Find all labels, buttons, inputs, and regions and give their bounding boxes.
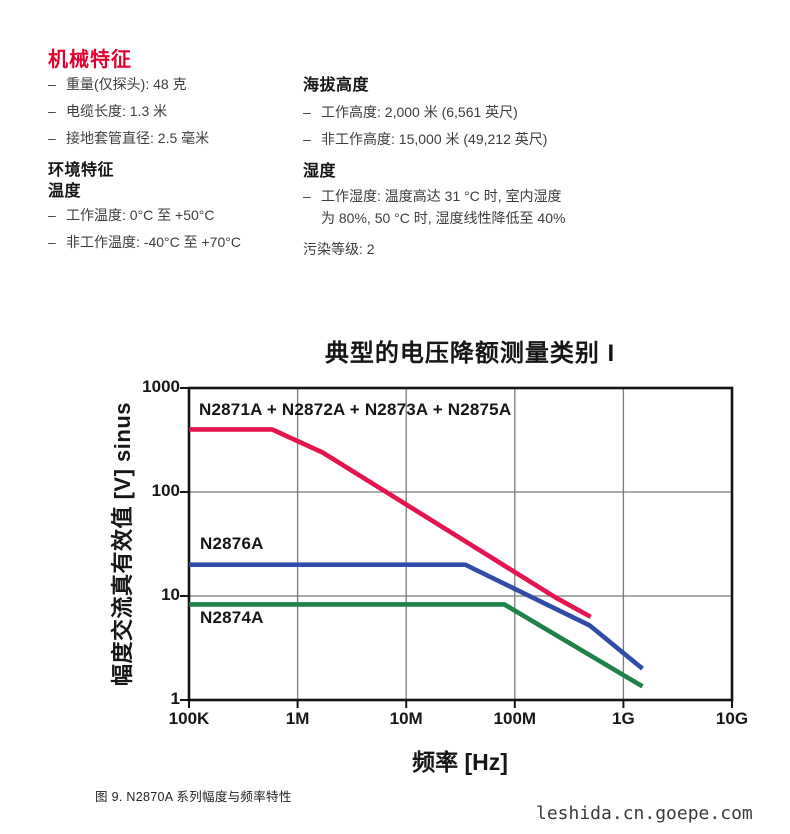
bullet-dash: – (48, 130, 56, 146)
bullet-dash: – (303, 131, 311, 147)
humidity-bullet: – 工作湿度: 温度高达 31 °C 时, 室内湿度 为 80%, 50 °C … (303, 185, 613, 229)
spec-bullet: – 接地套管直径: 2.5 毫米 (48, 125, 358, 152)
figure-caption: 图 9. N2870A 系列幅度与频率特性 (95, 790, 292, 804)
x-axis-label: 频率 [Hz] (412, 749, 508, 775)
section-heading-environment: 环境特征 (48, 162, 115, 179)
bullet-dash: – (48, 76, 56, 92)
spec-bullet: – 非工作温度: -40°C 至 +70°C (48, 229, 358, 256)
spec-bullet: – 工作湿度: 温度高达 31 °C 时, 室内湿度 为 80%, 50 °C … (303, 185, 613, 229)
pollution-note: 污染等级: 2 (303, 241, 375, 257)
section-heading-temperature: 温度 (48, 183, 82, 200)
bullet-dash: – (48, 234, 56, 250)
section-heading-altitude: 海拔高度 (303, 77, 370, 94)
chart-title: 典型的电压降额测量类别 I (324, 340, 616, 367)
section-heading-humidity: 湿度 (303, 163, 337, 180)
spec-bullet: – 非工作高度: 15,000 米 (49,212 英尺) (303, 126, 613, 153)
bullet-dash: – (303, 188, 311, 204)
series-line (189, 427, 592, 619)
page-title: 机械特征 (48, 49, 132, 72)
mechanical-bullet-list: – 重量(仅探头): 48 克 – 电缆长度: 1.3 米 – 接地套管直径: 2.5 毫… (48, 71, 358, 152)
series-line (189, 562, 644, 671)
series-line (189, 602, 644, 689)
spec-bullet: – 工作高度: 2,000 米 (6,561 英尺) (303, 99, 613, 126)
altitude-bullet-list: – 工作高度: 2,000 米 (6,561 英尺) – 非工作高度: 15,000 … (303, 99, 613, 153)
bullet-dash: – (303, 104, 311, 120)
spec-bullet: – 重量(仅探头): 48 克 (48, 71, 358, 98)
watermark: leshida.cn.goepe.com (536, 803, 753, 824)
humidity-text: 工作湿度: 温度高达 31 °C 时, 室内湿度 为 80%, 50 °C 时,… (321, 188, 566, 226)
spec-bullet: – 工作温度: 0°C 至 +50°C (48, 202, 358, 229)
temperature-bullet-list: – 工作温度: 0°C 至 +50°C – 非工作温度: -40°C 至 +70°C (48, 202, 358, 256)
bullet-dash: – (48, 207, 56, 223)
spec-bullet: – 电缆长度: 1.3 米 (48, 98, 358, 125)
bullet-dash: – (48, 103, 56, 119)
